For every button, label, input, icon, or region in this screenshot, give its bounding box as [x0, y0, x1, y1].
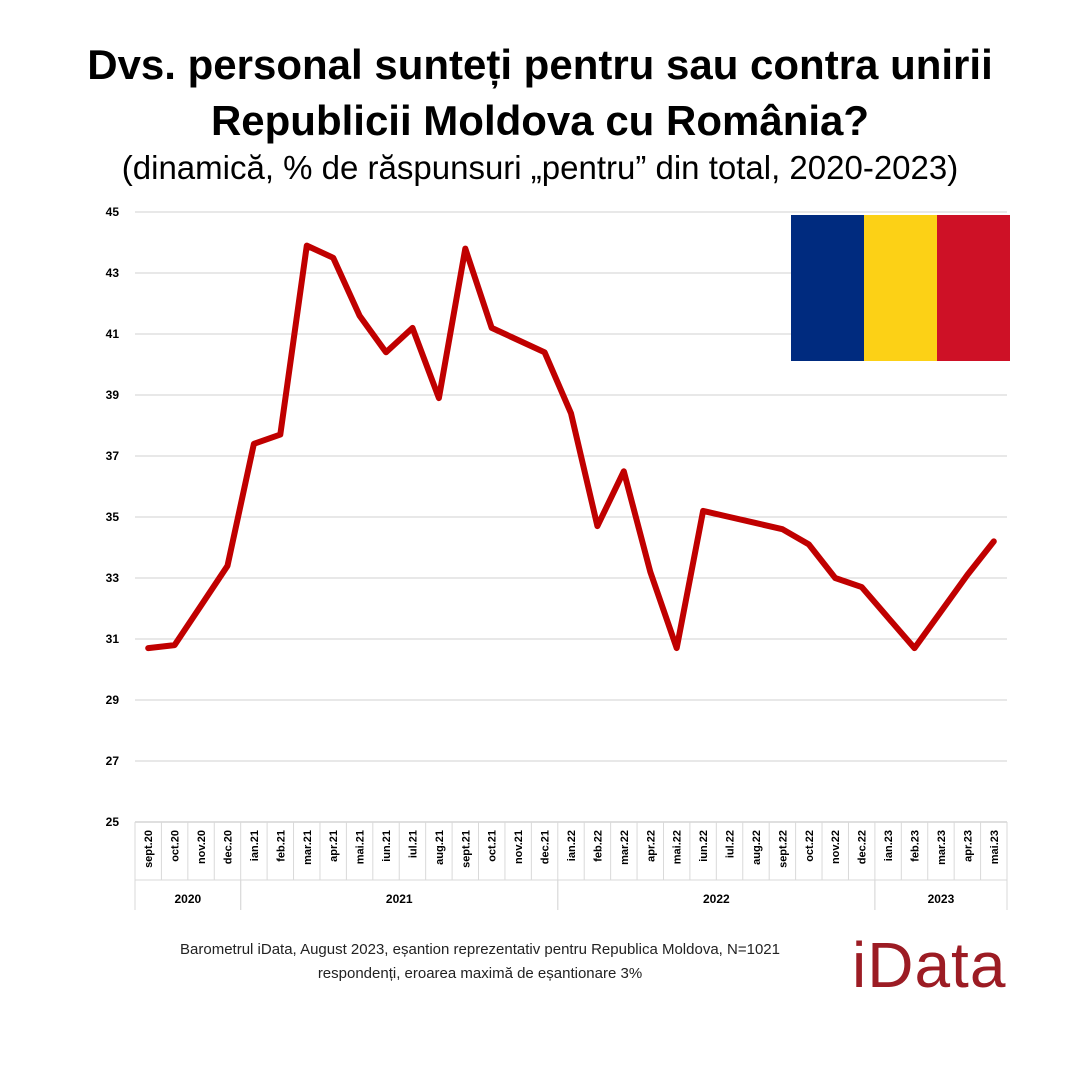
data-point [887, 617, 889, 619]
data-point [464, 248, 466, 250]
y-tick-label: 39 [106, 388, 120, 402]
series-line-group [145, 242, 997, 652]
x-tick-label: oct.22 [804, 830, 816, 862]
y-tick-label: 31 [106, 632, 120, 646]
data-point [729, 516, 731, 518]
data-point [781, 528, 783, 530]
data-point [570, 412, 572, 414]
x-tick-label: mai.21 [355, 830, 367, 864]
x-tick-label: mar.23 [936, 830, 948, 865]
data-point [649, 571, 651, 573]
x-tick-label: mar.22 [619, 830, 631, 865]
data-point [755, 522, 757, 524]
year-label: 2021 [386, 892, 413, 906]
x-tick-label: feb.22 [592, 830, 604, 862]
data-point [676, 647, 678, 649]
y-tick-label: 43 [106, 266, 120, 280]
y-tick-label: 41 [106, 327, 120, 341]
grid-lines [135, 211, 1007, 823]
data-point [491, 327, 493, 329]
data-point [332, 257, 334, 259]
data-point [966, 574, 968, 576]
chart-subtitle: (dinamică, % de răspunsuri „pentru” din … [121, 149, 959, 186]
x-tick-label: iul.21 [407, 830, 419, 858]
data-point [940, 611, 942, 613]
data-point [279, 434, 281, 436]
data-point [702, 510, 704, 512]
data-point [385, 351, 387, 353]
data-point [359, 315, 361, 317]
y-tick-label: 37 [106, 449, 120, 463]
data-point [544, 351, 546, 353]
x-tick-label: ian.22 [566, 830, 578, 861]
data-point [517, 339, 519, 341]
data-point [438, 397, 440, 399]
x-tick-label: sept.22 [777, 830, 789, 868]
x-tick-label: apr.22 [645, 830, 657, 862]
y-tick-label: 25 [106, 815, 120, 829]
y-tick-label: 33 [106, 571, 120, 585]
x-tick-label: mai.22 [672, 830, 684, 864]
x-tick-label: oct.21 [487, 830, 499, 862]
x-tick-label: aug.22 [751, 830, 763, 865]
x-tick-label: sept.20 [143, 830, 155, 868]
x-tick-label: feb.23 [910, 830, 922, 862]
y-axis-ticks: 25 27 29 31 33 35 37 39 41 43 45 [106, 205, 120, 829]
x-tick-label: feb.21 [275, 830, 287, 862]
idata-logo: iData [852, 929, 1007, 1001]
flag-blue-stripe [791, 215, 864, 361]
data-point [623, 470, 625, 472]
y-tick-label: 35 [106, 510, 120, 524]
data-point [596, 525, 598, 527]
flag-red-stripe [937, 215, 1010, 361]
x-tick-label: iun.21 [381, 830, 393, 862]
data-point [253, 443, 255, 445]
y-tick-label: 29 [106, 693, 120, 707]
x-tick-label: nov.21 [513, 830, 525, 864]
x-tick-label: apr.21 [328, 830, 340, 862]
x-tick-label: dec.20 [222, 830, 234, 864]
x-tick-label: ian.21 [249, 830, 261, 861]
data-point [147, 647, 149, 649]
data-point [914, 647, 916, 649]
chart-title-line-2: Republicii Moldova cu România? [210, 97, 870, 144]
x-tick-label: oct.20 [170, 830, 182, 862]
data-point [174, 644, 176, 646]
x-tick-label: iun.22 [698, 830, 710, 862]
data-point [306, 245, 308, 247]
x-tick-label: mar.21 [302, 830, 314, 865]
x-tick-label: nov.22 [830, 830, 842, 864]
x-tick-label: ian.23 [883, 830, 895, 861]
y-tick-label: 45 [106, 205, 120, 219]
x-tick-label: apr.23 [962, 830, 974, 862]
data-point [808, 543, 810, 545]
data-point [861, 586, 863, 588]
romania-flag [791, 215, 1010, 361]
year-label: 2020 [174, 892, 201, 906]
year-label: 2022 [703, 892, 730, 906]
x-tick-label: dec.21 [540, 830, 552, 864]
x-tick-label: aug.21 [434, 830, 446, 865]
x-tick-label: sept.21 [460, 830, 472, 868]
x-axis: sept.20 oct.20 nov.20 dec.20 ian.21 feb.21 mar… [134, 822, 1008, 910]
data-point [226, 565, 228, 567]
data-point [834, 577, 836, 579]
data-point [200, 604, 202, 606]
chart-title-line-1: Dvs. personal sunteți pentru sau contra … [87, 41, 993, 88]
x-tick-label: iul.22 [725, 830, 737, 858]
source-note-line-2: respondenți, eroarea maximă de eșantiona… [317, 965, 643, 982]
x-tick-label: nov.20 [196, 830, 208, 864]
y-tick-label: 27 [106, 754, 120, 768]
data-point [993, 540, 995, 542]
x-tick-label: mai.23 [989, 830, 1001, 864]
year-label: 2023 [928, 892, 955, 906]
source-note-line-1: Barometrul iData, August 2023, eșantion … [180, 941, 780, 958]
data-point [411, 327, 413, 329]
x-tick-label: dec.22 [857, 830, 869, 864]
source-note: Barometrul iData, August 2023, eșantion … [110, 938, 850, 986]
flag-yellow-stripe [864, 215, 937, 361]
